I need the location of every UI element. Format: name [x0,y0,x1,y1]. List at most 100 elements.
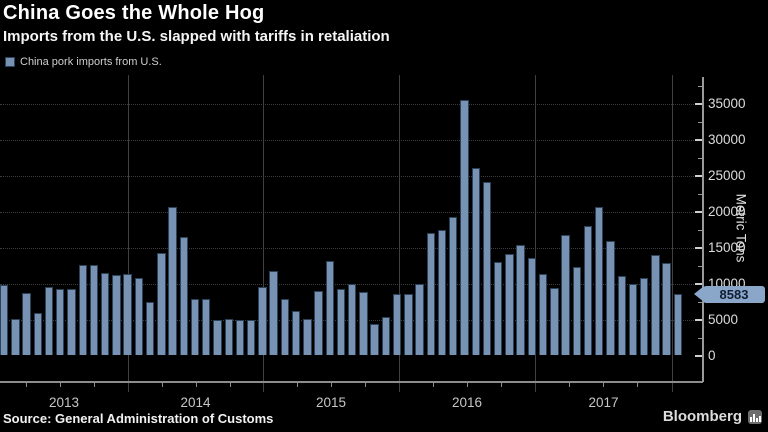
bar-2017-04 [572,267,582,356]
bar-2013-05 [44,287,54,356]
last-value-callout: 8583 [703,285,765,303]
y-minor-tick-22500 [698,193,702,195]
y-minor-tick-17500 [698,229,702,231]
bar-2013-04 [33,313,42,356]
quarter-tick [603,383,604,387]
bar-2015-01 [269,271,278,356]
x-axis-year-2017: 2017 [588,395,619,410]
bar-2017-03 [561,234,570,356]
y-tick-15000 [695,246,702,249]
y-axis-spine [702,77,704,382]
bar-2014-12 [258,287,267,356]
y-tick-30000 [695,138,702,141]
y-tick-5000 [695,318,702,321]
y-minor-tick-37500 [698,85,702,87]
y-minor-tick-27500 [698,157,702,159]
year-divider-3 [535,75,536,392]
bar-2015-12 [392,293,402,356]
quarter-tick [433,383,434,387]
bar-2014-08 [213,319,222,356]
y-tick-35000 [695,102,702,105]
bar-2013-03 [22,292,31,356]
bar-2016-03 [426,233,436,356]
bar-2016-12 [527,258,537,356]
quarter-tick [60,383,61,387]
quarter-tick [501,383,502,387]
bar-2014-11 [246,320,256,356]
brand-name: Bloomberg [662,408,742,425]
quarter-tick [365,383,366,387]
y-tick-25000 [695,174,702,177]
quarter-tick [162,383,163,387]
y-tick-label-35000: 35000 [708,95,746,111]
y-minor-tick-32500 [698,121,702,123]
x-axis-year-2014: 2014 [180,395,211,410]
bar-2013-12 [123,273,132,356]
bar-2017-11 [651,254,660,356]
legend-swatch-icon [5,57,15,67]
x-axis-year-2015: 2015 [315,395,347,410]
x-axis-year-2013: 2013 [48,395,80,410]
bar-2017-10 [640,277,649,356]
bar-2016-07 [471,167,480,356]
y-tick-label-0: 0 [708,347,716,363]
bar-2017-09 [628,283,638,356]
gridline-20000 [0,211,702,213]
bar-2018-01 [673,293,683,356]
x-axis-year-2016: 2016 [451,395,483,410]
bar-2017-07 [606,241,615,356]
quarter-tick [196,383,197,387]
bar-2016-10 [505,254,514,356]
y-tick-label-25000: 25000 [708,167,746,183]
bar-2016-06 [460,100,469,356]
bar-2014-07 [202,298,211,356]
bar-2016-05 [449,216,458,356]
source-credit: Source: General Administration of Custom… [3,411,274,426]
year-divider-0 [128,75,129,392]
bar-2013-01 [0,285,9,356]
bar-2014-10 [235,320,245,356]
bar-2013-02 [11,318,20,356]
gridline-25000 [0,175,702,177]
quarter-tick [26,383,27,387]
bar-2013-11 [112,274,121,356]
bar-2016-01 [404,294,413,356]
bar-2014-06 [190,298,200,356]
bar-2014-05 [179,236,188,356]
bar-2017-02 [550,287,559,356]
y-minor-tick-12500 [698,265,702,267]
bar-2013-09 [89,264,99,356]
quarter-tick [94,383,95,387]
y-tick-label-15000: 15000 [708,239,746,255]
bar-2014-02 [145,302,155,356]
bar-2016-08 [482,182,492,356]
y-tick-0 [695,354,702,357]
y-axis-title: Metric Tons [733,193,749,263]
bar-2016-04 [437,229,447,356]
y-tick-label-20000: 20000 [708,203,746,219]
legend-label: China pork imports from U.S. [20,56,162,68]
quarter-tick [331,383,332,387]
bar-2013-06 [56,289,65,356]
quarter-tick [297,383,298,387]
quarter-tick [637,383,638,387]
gridline-30000 [0,139,702,141]
bar-2014-01 [134,277,144,356]
chart-subtitle: Imports from the U.S. slapped with tarif… [3,28,390,45]
bar-2014-09 [224,318,233,356]
bar-2015-02 [280,299,290,356]
bar-2013-08 [78,264,87,356]
bar-2016-09 [494,262,503,356]
bar-2017-06 [595,206,604,356]
bloomberg-logo-icon [748,409,762,424]
bar-2017-08 [617,276,626,356]
bar-2015-08 [348,283,357,356]
bar-2017-05 [583,226,593,356]
bar-2015-10 [370,323,379,356]
bar-2013-07 [67,289,76,356]
y-tick-20000 [695,210,702,213]
y-tick-10000 [695,282,702,285]
bar-2014-04 [168,207,177,356]
